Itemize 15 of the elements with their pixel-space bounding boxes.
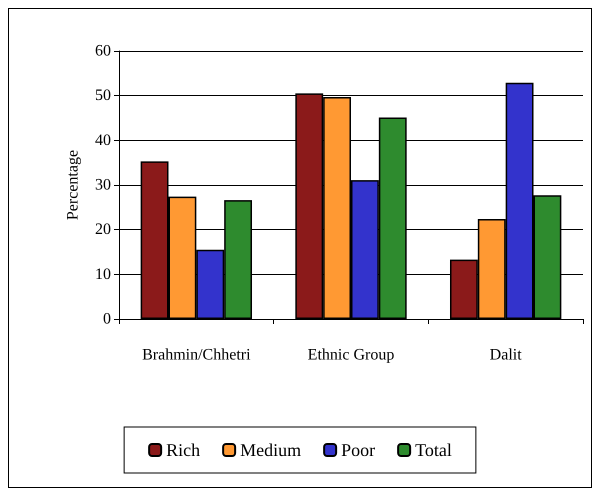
y-tick-label: 60 [95,42,111,60]
legend-label: Rich [166,440,200,460]
x-tick-label: Ethnic Group [308,346,394,364]
y-tick-label: 20 [95,221,111,238]
y-tick-label: 40 [95,132,111,149]
y-tick-label: 0 [103,310,111,328]
y-tick-label: 30 [95,176,111,194]
legend-label: Medium [240,440,302,460]
y-axis-title: Percentage [64,150,82,220]
x-tick-label: Brahmin/Chhetri [142,346,252,364]
y-tick-label: 50 [95,87,111,104]
legend-label: Poor [341,440,376,460]
x-tick-label: Dalit [490,346,522,364]
legend-label: Total [415,440,452,460]
y-tick-label: 10 [95,266,111,283]
